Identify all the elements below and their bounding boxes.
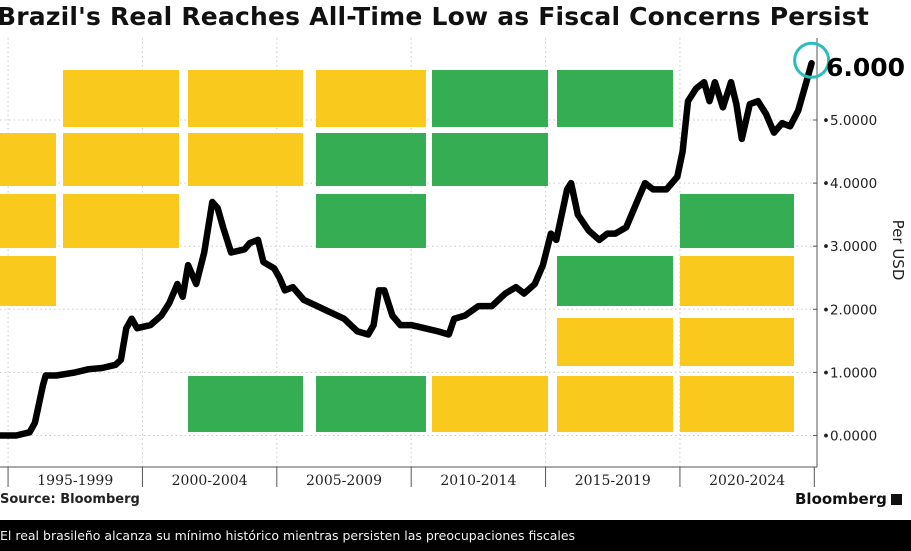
caption-bar: El real brasileño alcanza su mínimo hist…: [0, 520, 911, 551]
y-tick-label: •1.0000: [822, 365, 877, 381]
block-yellow: [680, 318, 794, 366]
block-green: [680, 194, 794, 248]
y-tick-label: •5.0000: [822, 113, 877, 129]
brand-logo: Bloomberg: [795, 490, 902, 508]
x-tick-label: 2015-2019: [575, 473, 651, 489]
block-green: [557, 70, 673, 127]
block-yellow: [188, 70, 303, 127]
block-yellow: [557, 376, 673, 432]
y-tick-label: •3.0000: [822, 239, 877, 255]
y-tick-label: •4.0000: [822, 176, 877, 192]
y-tick-label: •2.0000: [822, 302, 877, 318]
series-layer: [0, 59, 815, 439]
background-blocks: [0, 70, 794, 432]
x-tick-label: 2005-2009: [306, 473, 382, 489]
block-yellow: [63, 70, 179, 127]
y-tick-label: •0.0000: [822, 428, 877, 444]
block-green: [316, 376, 426, 432]
x-tick-label: 2000-2004: [172, 473, 248, 489]
block-yellow: [188, 133, 303, 186]
block-yellow: [63, 194, 179, 248]
x-tick-label: 2020-2024: [709, 473, 785, 489]
annotation-label: 6.000: [826, 53, 905, 82]
block-yellow: [432, 376, 548, 432]
chart-title: Brazil's Real Reaches All-Time Low as Fi…: [0, 2, 870, 31]
brand-name: Bloomberg: [795, 490, 887, 508]
highlight-circle: [793, 41, 831, 79]
axes: •0.0000 •1.0000 •2.0000 •3.0000 •4.0000 •5.00…: [0, 38, 907, 489]
block-green: [316, 194, 426, 248]
block-yellow: [680, 376, 794, 432]
block-partial-yellow: [0, 194, 56, 248]
y-axis-label: Per USD: [889, 220, 907, 281]
block-partial-yellow: [0, 133, 56, 186]
block-green: [432, 133, 548, 186]
block-yellow: [557, 318, 673, 366]
block-green: [188, 376, 303, 432]
bloomberg-icon: [890, 494, 902, 505]
caption-text: El real brasileño alcanza su mínimo hist…: [0, 528, 576, 543]
chart-area: •0.0000 •1.0000 •2.0000 •3.0000 •4.0000 •5.00…: [0, 38, 907, 489]
x-tick-label: 1995-1999: [37, 473, 113, 489]
block-green: [432, 70, 548, 127]
x-tick-label: 2010-2014: [440, 473, 516, 489]
block-green: [316, 133, 426, 186]
annotation-layer: 6.000: [793, 41, 905, 82]
block-yellow: [63, 133, 179, 186]
series-line: [0, 59, 815, 439]
source-note: Source: Bloomberg: [0, 492, 140, 507]
block-partial-yellow: [0, 256, 56, 306]
block-yellow: [316, 70, 426, 127]
block-yellow: [680, 256, 794, 306]
block-green: [557, 256, 673, 306]
